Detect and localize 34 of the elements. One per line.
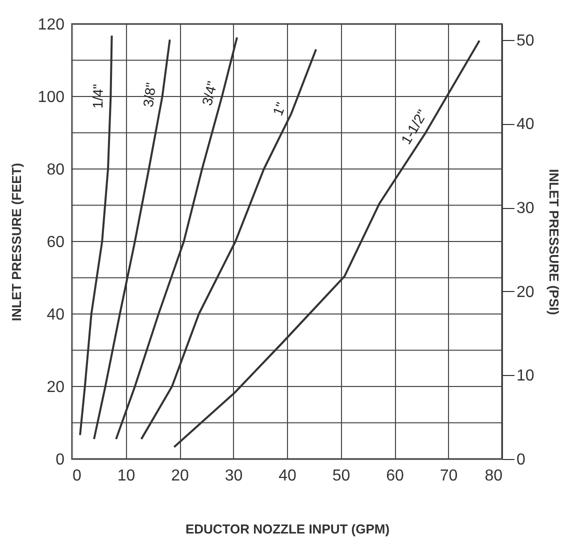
line-series <box>115 36 238 440</box>
y2-tick-label: 0 <box>516 452 526 468</box>
text: 3/4" <box>198 79 220 108</box>
y2-tick-label: 20 <box>516 284 534 301</box>
y-tick-label: 0 <box>56 452 65 468</box>
y2-tick-label: 50 <box>516 32 534 50</box>
y-tick-label: 120 <box>38 16 65 34</box>
y-axis-title: INLET PRESSURE (FEET) <box>8 162 24 322</box>
x-tick-label: 20 <box>171 468 189 484</box>
y2-tick-label: 30 <box>516 200 534 218</box>
y2-axis-title: INLET PRESSURE (PSI) <box>546 169 562 315</box>
x-tick-label: 10 <box>117 468 136 484</box>
y-tick-label: 100 <box>38 89 65 106</box>
line-series <box>140 48 318 440</box>
line-series <box>173 40 480 448</box>
x-tick-label: 80 <box>484 468 503 484</box>
y-tick-label: 80 <box>46 162 65 178</box>
line-series <box>79 34 113 436</box>
line-series <box>93 38 171 440</box>
x-tick-label: 50 <box>332 468 350 484</box>
text: 3/8" <box>140 82 159 108</box>
x-tick-label: 0 <box>72 468 82 484</box>
y2-tick-label: 10 <box>516 368 534 385</box>
text: 1" <box>269 100 289 118</box>
x-tick-label: 60 <box>386 468 404 484</box>
text: 1/4" <box>89 84 106 109</box>
x-tick-label: 70 <box>440 468 458 484</box>
y-tick-label: 20 <box>46 379 65 396</box>
y2-tick-label: 40 <box>516 116 534 134</box>
x-axis-title: EDUCTOR NOZZLE INPUT (GPM) <box>185 522 390 536</box>
x-tick-label: 40 <box>278 468 296 484</box>
y-tick-label: 60 <box>46 234 65 251</box>
y-tick-label: 40 <box>46 306 65 324</box>
x-tick-label: 30 <box>224 468 243 484</box>
